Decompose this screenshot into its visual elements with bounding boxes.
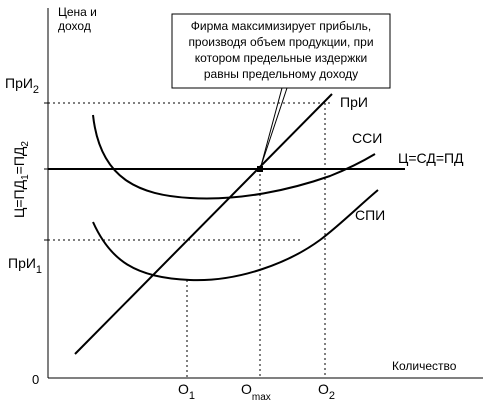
price-vertical-label: Ц=ПД1=ПД2 bbox=[11, 141, 31, 218]
callout-line-1: Фирма максимизирует прибыль, bbox=[191, 19, 371, 33]
avc-label: СПИ bbox=[355, 207, 385, 223]
price-line-label: Ц=СД=ПД bbox=[398, 150, 464, 166]
callout-box bbox=[171, 13, 391, 89]
callout-pointer bbox=[260, 87, 283, 167]
atc-curve bbox=[92, 114, 376, 200]
equilibrium-point bbox=[257, 166, 263, 172]
mc-line bbox=[74, 93, 333, 355]
y-axis-title-line2: доход bbox=[58, 19, 91, 33]
mc-label: ПрИ bbox=[340, 94, 368, 110]
omax-label: Оmax bbox=[241, 381, 271, 403]
atc-label: ССИ bbox=[352, 130, 382, 146]
o2-label: О2 bbox=[318, 381, 335, 402]
o1-label: О1 bbox=[178, 381, 195, 402]
callout-line-4: равны предельному доходу bbox=[204, 67, 358, 81]
x-axis-title: Количество bbox=[392, 359, 457, 373]
origin-label: 0 bbox=[32, 372, 39, 387]
pri2-label: ПрИ2 bbox=[5, 75, 39, 96]
pri1-label: ПрИ1 bbox=[8, 255, 42, 276]
callout-pointer-side bbox=[260, 87, 288, 167]
avc-curve bbox=[92, 189, 379, 282]
callout-line-2: производя объем продукции, при bbox=[188, 35, 373, 49]
y-axis-title-line1: Цена и bbox=[58, 5, 97, 19]
callout-line-3: котором предельные издержки bbox=[195, 51, 367, 65]
